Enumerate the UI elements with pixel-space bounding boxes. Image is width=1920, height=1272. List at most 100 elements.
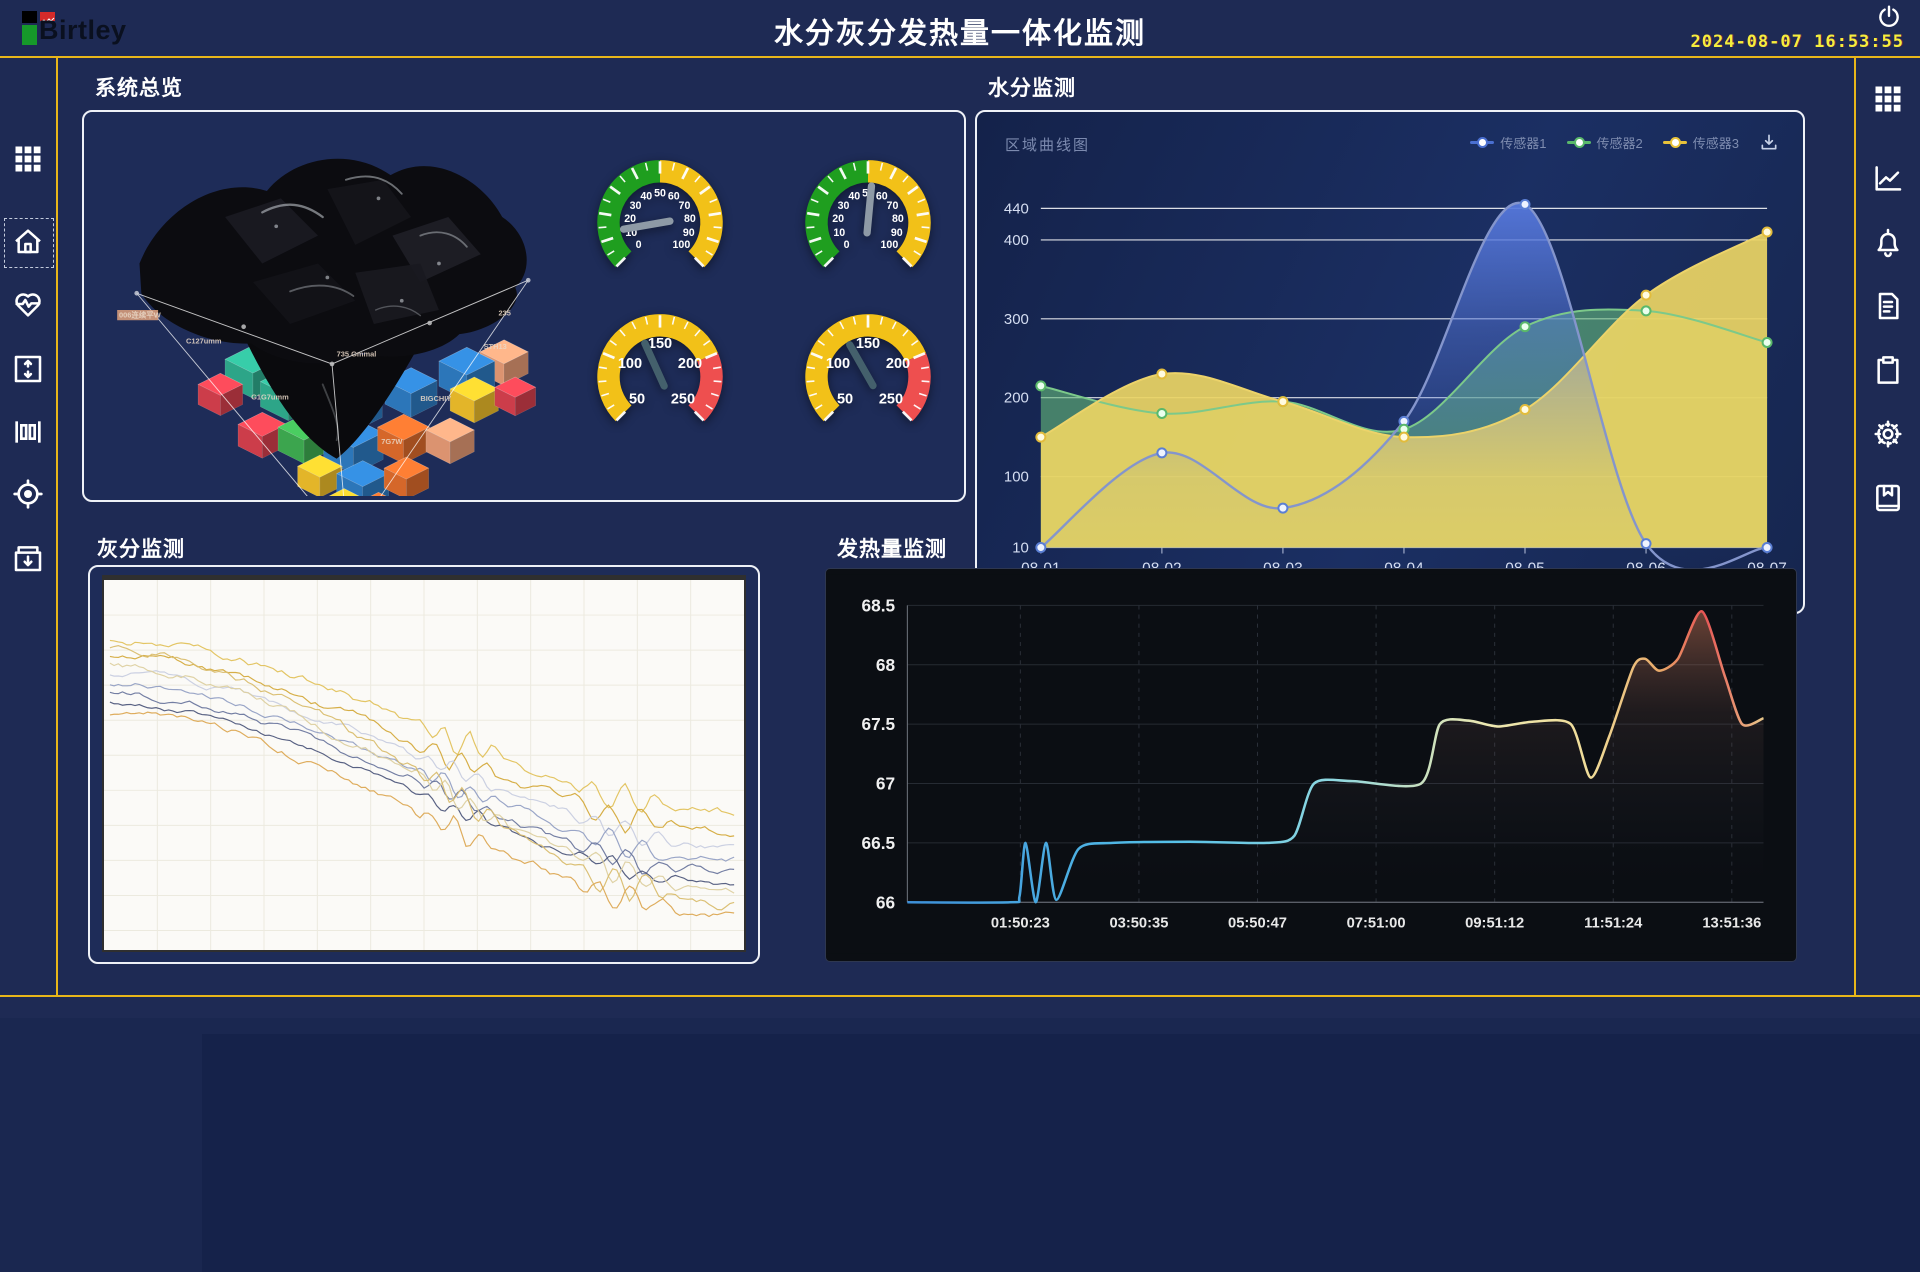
svg-text:60: 60 [668,191,680,203]
svg-text:70: 70 [679,200,691,212]
frame-line-bottom [0,995,1920,997]
document-icon [1878,292,1899,320]
svg-text:100: 100 [881,239,899,251]
svg-text:300: 300 [1004,311,1029,328]
calorific-series-line [907,610,1765,904]
frame-line-right [1854,58,1856,995]
sidebar-item-archive[interactable] [0,542,56,574]
sidebar-item-measure[interactable] [0,416,56,448]
grid-icon [1875,86,1901,112]
svg-text:20: 20 [832,213,844,225]
coal-label: BIGCHIY [420,394,451,403]
logo[interactable]: Birtley [22,9,152,51]
block-cube [449,376,500,424]
coal-label: 235 [498,309,510,318]
sidebar-item-level[interactable] [0,353,56,385]
heart-pulse-icon [15,293,41,317]
line-chart-icon [1875,166,1902,191]
svg-text:100: 100 [618,356,642,372]
svg-text:400: 400 [1004,232,1029,249]
overview-panel-title: 系统总览 [95,77,183,100]
svg-text:250: 250 [879,392,903,408]
sidebar-item-home[interactable] [0,226,56,258]
block-cube [336,460,390,496]
header-bar: Birtley 水分灰分发热量一体化监测 2024-08-07 16:53:55 [0,0,1920,56]
sidebar-item-settings[interactable] [1860,418,1916,450]
frame-line-top [0,56,1920,58]
svg-text:09:51:12: 09:51:12 [1465,916,1524,932]
svg-text:50: 50 [629,392,645,408]
sidebar-item-alerts[interactable] [1860,226,1916,258]
sidebar-item-report[interactable] [1860,290,1916,322]
svg-text:40: 40 [640,191,652,203]
sidebar-left [0,58,56,994]
calorific-line-chart: 66 66.5 67 67.5 68 68.5 01:50:23 03:50:35 05:50:… [826,574,1794,954]
frame-line-left [56,58,58,995]
svg-text:01:50:23: 01:50:23 [991,916,1050,932]
sidebar-item-apps[interactable] [0,144,56,174]
sidebar-item-target[interactable] [0,478,56,510]
svg-text:90: 90 [683,227,695,239]
svg-text:66.5: 66.5 [862,833,896,853]
box-down-icon [14,546,42,572]
block-cube [370,491,387,496]
sidebar-item-trend[interactable] [1860,162,1916,194]
svg-text:0: 0 [636,239,642,251]
download-icon[interactable] [1759,132,1779,152]
gauge-calorific-2: 50 100 150 200 250 [784,294,952,444]
logo-black-square [22,11,37,23]
box-arrows-icon [14,355,42,383]
legend-swatch [1662,136,1687,148]
svg-text:67.5: 67.5 [862,714,896,734]
bell-icon [1877,228,1899,258]
sidebar-item-tasks[interactable] [1860,354,1916,386]
svg-text:10: 10 [625,227,637,239]
sidebar-item-health[interactable] [0,288,56,320]
gauge-needle [619,217,674,233]
svg-text:68.5: 68.5 [862,595,896,615]
svg-text:30: 30 [630,200,642,212]
svg-text:68: 68 [876,655,896,675]
svg-text:100: 100 [826,356,850,372]
moisture-panel: 区域曲线图 传感器1 传感器2 传感器3 1010020030040044008… [975,110,1805,614]
logo-chart-glyph [40,17,55,23]
sidebar-item-apps-right[interactable] [1860,84,1916,114]
ruler-icon [15,421,41,443]
gear-icon [1874,420,1902,448]
coal-label: STH13 [484,342,507,351]
power-icon[interactable] [1876,4,1902,30]
svg-text:80: 80 [892,213,904,225]
moisture-legend: 传感器1 传感器2 传感器3 [1470,132,1779,152]
svg-text:90: 90 [891,227,903,239]
footer-inner-band [202,1034,1920,1272]
sidebar-item-save[interactable] [1860,482,1916,514]
overview-panel: 006连续平W C127umm G1G7umm 735 Gmmal BIGCHIY STH… [82,110,966,502]
legend-item-sensor1[interactable]: 传感器1 [1470,133,1547,152]
time-text: 16:53:55 [1814,32,1904,52]
calorific-panel-title: 发热量监测 [837,538,947,561]
sidebar-right [1856,58,1920,994]
svg-text:70: 70 [887,200,899,212]
coal-label: 006连续平W [119,309,162,319]
active-item-outline [4,218,54,268]
block-cube [383,456,430,496]
gauge-needle [641,339,668,390]
svg-text:13:51:36: 13:51:36 [1702,916,1761,932]
svg-text:50: 50 [837,392,853,408]
legend-label: 传感器3 [1692,135,1739,151]
clipboard-icon [1877,356,1899,384]
coal-label: G1G7umm [251,392,289,401]
svg-text:50: 50 [654,187,666,199]
svg-text:150: 150 [648,336,672,352]
svg-text:40: 40 [848,191,860,203]
gauge-needle [863,182,876,237]
legend-item-sensor3[interactable]: 传感器3 [1662,133,1739,152]
gauge-needle [846,341,877,390]
gauge-calorific-1: 50 100 150 200 250 [576,294,744,444]
legend-item-sensor2[interactable]: 传感器2 [1566,133,1643,152]
block-cube [328,488,360,496]
svg-text:100: 100 [673,239,691,251]
block-cube [197,372,244,417]
